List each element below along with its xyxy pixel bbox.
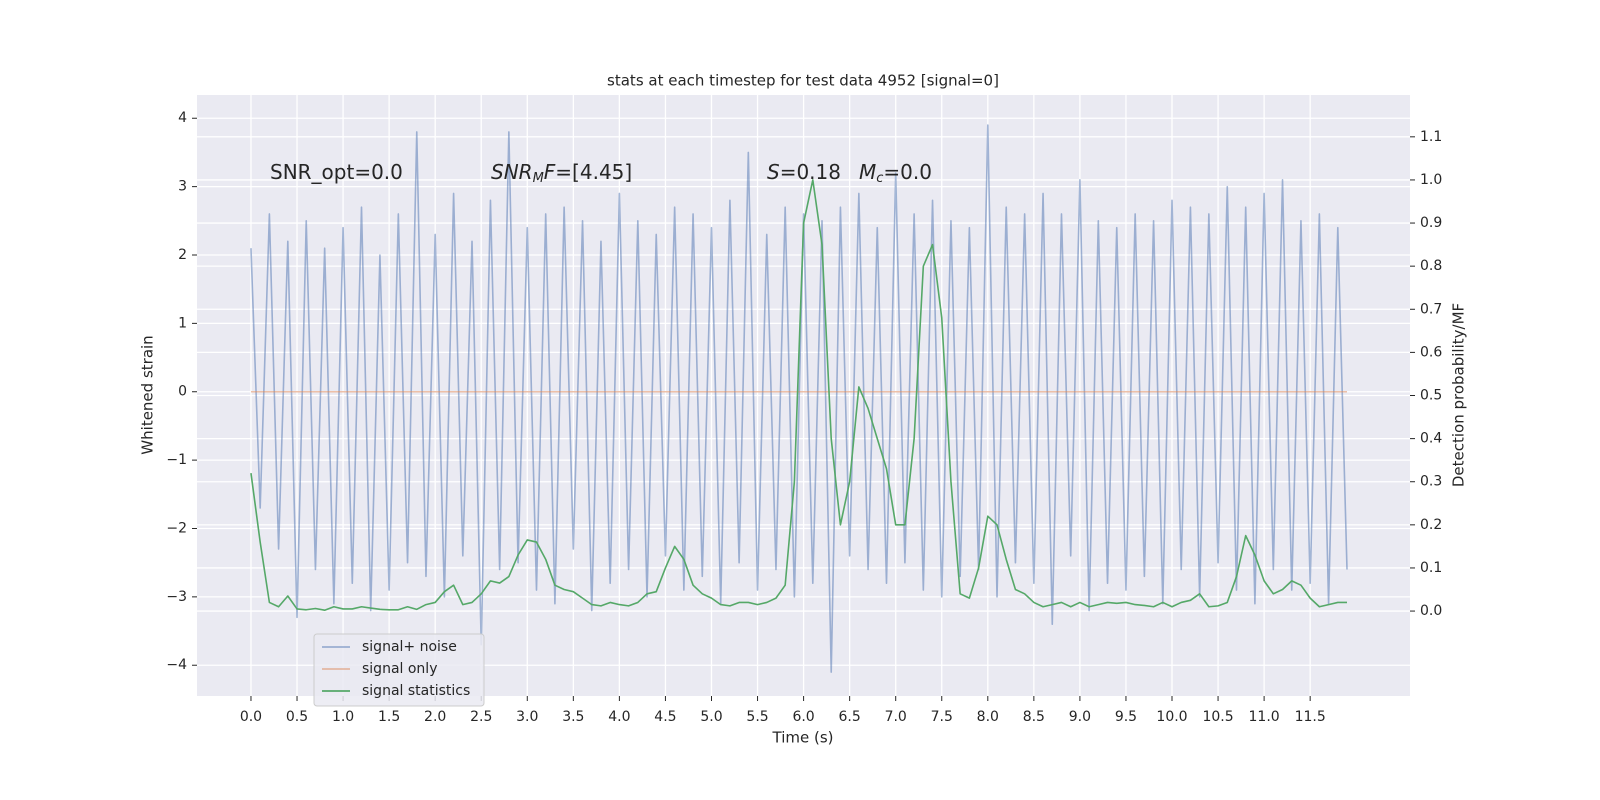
annotation-part: =0.0 (883, 160, 932, 184)
annotation: Mc=0.0 (859, 160, 932, 186)
y2-tick-label: 0.0 (1420, 603, 1442, 619)
y2-tick-label: 0.5 (1420, 388, 1442, 404)
axes: 0.0 0.5 1.0 1.5 2.0 2.5 3.0 3.5 4.0 4.5 5.0 5.5 6.0 6… (166, 110, 1442, 725)
legend-label: signal only (362, 661, 437, 677)
y-tick-label: −3 (166, 589, 187, 605)
annotation: SNR_opt=0.0 (270, 160, 403, 184)
annotation-part: =0.18 (780, 160, 841, 184)
x-tick-label: 7.0 (885, 709, 907, 725)
annotation-part: M (859, 160, 876, 184)
y2-tick-label: 0.4 (1420, 431, 1442, 447)
y2-tick-label: 0.9 (1420, 215, 1442, 231)
y2-axis-label: Detection probability/MF (1450, 303, 1468, 487)
chart-title: stats at each timestep for test data 495… (607, 72, 999, 90)
x-tick-label: 3.5 (562, 709, 584, 725)
x-tick-label: 1.5 (378, 709, 400, 725)
x-tick-label: 8.5 (1023, 709, 1045, 725)
legend-box (313, 633, 485, 707)
x-axis-label: Time (s) (772, 729, 834, 747)
y2-tick-label: 0.2 (1420, 517, 1442, 533)
y2-tick-label: 1.0 (1420, 172, 1442, 188)
x-tick-label: 3.0 (516, 709, 538, 725)
annotation: S=0.18 (767, 160, 841, 184)
x-tick-label: 7.5 (931, 709, 953, 725)
y2-tick-label: 0.6 (1420, 344, 1442, 360)
x-tick-label: 1.0 (332, 709, 354, 725)
annotation-part: SNR (491, 160, 533, 184)
annotation-part: F (544, 160, 556, 184)
x-tick-label: 11.5 (1295, 709, 1326, 725)
series-line (250, 124, 1348, 673)
y-tick-label: 4 (178, 110, 187, 126)
x-tick-label: 0.0 (240, 709, 262, 725)
annotation-part: =[4.45] (555, 160, 632, 184)
x-tick-label: 11.0 (1249, 709, 1280, 725)
x-tick-label: 6.5 (839, 709, 861, 725)
y-tick-label: 0 (178, 384, 187, 400)
annotation-part: c (876, 171, 883, 186)
y2-tick-label: 0.3 (1420, 474, 1442, 490)
annotation-part: SNR_opt=0.0 (270, 160, 403, 184)
y2-tick-label: 0.8 (1420, 258, 1442, 274)
x-tick-label: 9.5 (1115, 709, 1137, 725)
x-tick-label: 4.0 (608, 709, 630, 725)
x-tick-label: 2.5 (470, 709, 492, 725)
annotation-part: S (767, 160, 780, 184)
x-tick-label: 4.5 (654, 709, 676, 725)
annotation: SNRMF=[4.45] (491, 160, 632, 186)
y-tick-label: −1 (166, 452, 187, 468)
y-axis-label: Whitened strain (139, 335, 157, 454)
y-tick-label: 3 (178, 179, 187, 195)
series-line (250, 179, 1347, 611)
y2-tick-label: 0.1 (1420, 560, 1442, 576)
x-tick-label: 5.5 (746, 709, 768, 725)
annotation-part: M (533, 171, 544, 186)
y-tick-label: 1 (178, 315, 187, 331)
x-tick-label: 10.0 (1156, 709, 1187, 725)
legend-label: signal statistics (362, 683, 470, 699)
x-tick-label: 8.0 (977, 709, 999, 725)
x-tick-label: 0.5 (286, 709, 308, 725)
y-tick-label: −2 (166, 520, 187, 536)
y2-tick-label: 1.1 (1420, 129, 1442, 145)
x-tick-label: 10.5 (1202, 709, 1233, 725)
marks (250, 124, 1348, 673)
x-tick-label: 6.0 (792, 709, 814, 725)
y-tick-label: −4 (166, 657, 187, 673)
y-tick-label: 2 (178, 247, 187, 263)
legend: signal+ noise signal only signal statistic… (313, 633, 485, 707)
x-tick-label: 9.0 (1069, 709, 1091, 725)
y2-tick-label: 0.7 (1420, 301, 1442, 317)
x-tick-label: 5.0 (700, 709, 722, 725)
legend-label: signal+ noise (362, 639, 457, 655)
x-tick-label: 2.0 (424, 709, 446, 725)
